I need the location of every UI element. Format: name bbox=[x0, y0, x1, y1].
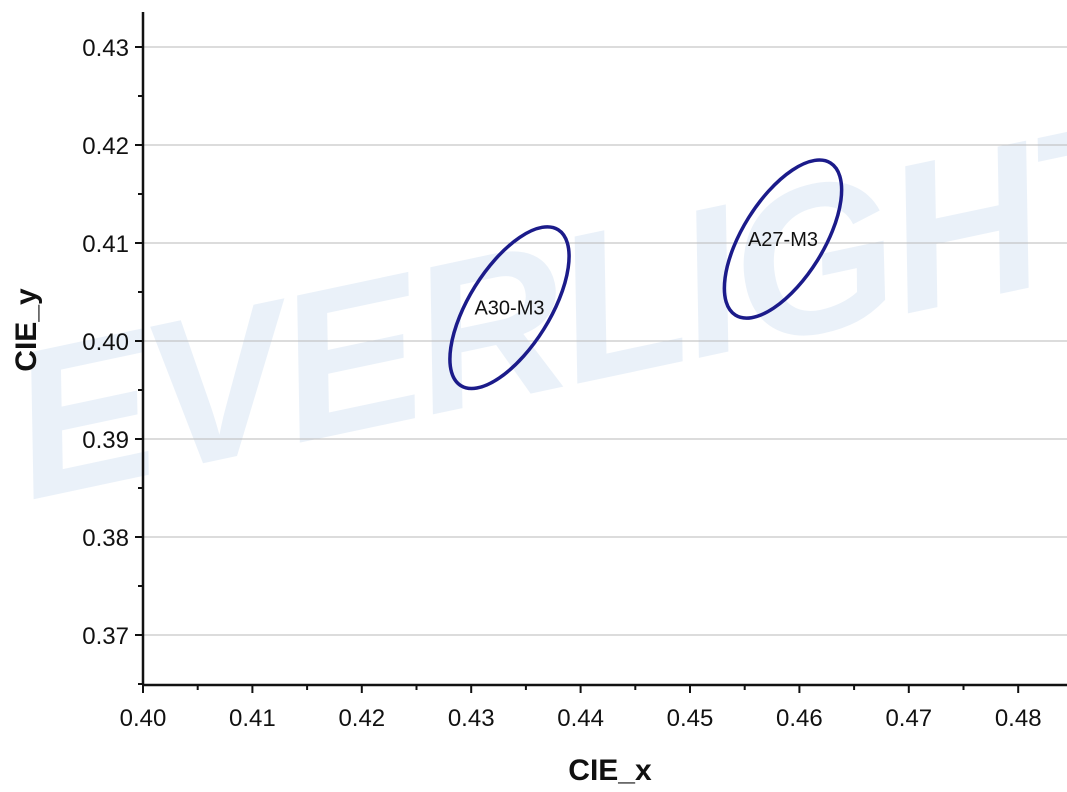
y-tick-label: 0.41 bbox=[82, 231, 129, 258]
y-tick-label: 0.40 bbox=[82, 329, 129, 356]
ellipse-label: A30-M3 bbox=[474, 298, 544, 320]
x-tick-label: 0.44 bbox=[557, 705, 604, 732]
x-tick-label: 0.41 bbox=[229, 705, 276, 732]
x-tick-label: 0.46 bbox=[776, 705, 823, 732]
y-tick-label: 0.43 bbox=[82, 35, 129, 62]
axis-ticks: 0.37 0.38 0.39 0.40 0.41 0.42 0.43 0.40 0.41 0.42… bbox=[82, 35, 1042, 732]
cie-bin-ellipse bbox=[448, 225, 571, 391]
ellipse-label: A27-M3 bbox=[748, 229, 818, 251]
x-tick-label: 0.48 bbox=[995, 705, 1042, 732]
cie-bin-ellipse bbox=[722, 158, 844, 320]
x-tick-label: 0.45 bbox=[667, 705, 714, 732]
cie-ellipses: A30-M3 A27-M3 bbox=[448, 158, 844, 391]
x-tick-label: 0.47 bbox=[885, 705, 932, 732]
y-tick-label: 0.39 bbox=[82, 427, 129, 454]
axes bbox=[141, 12, 1067, 687]
y-tick-label: 0.37 bbox=[82, 623, 129, 650]
y-tick-label: 0.42 bbox=[82, 133, 129, 160]
grid-lines bbox=[143, 46, 1067, 636]
x-tick-label: 0.43 bbox=[448, 705, 495, 732]
x-tick-label: 0.40 bbox=[120, 705, 167, 732]
y-tick-label: 0.38 bbox=[82, 525, 129, 552]
x-axis-title: CIE_x bbox=[568, 754, 652, 787]
x-tick-label: 0.42 bbox=[338, 705, 385, 732]
y-axis-title: CIE_y bbox=[10, 288, 43, 372]
